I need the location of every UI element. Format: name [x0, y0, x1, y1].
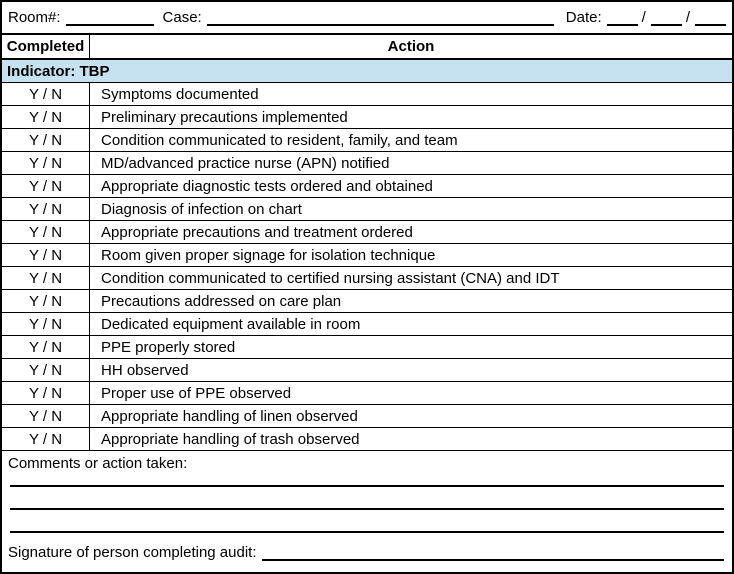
yn-toggle[interactable]: Y / N — [2, 382, 90, 404]
yn-toggle[interactable]: Y / N — [2, 129, 90, 151]
table-body: Y / N Symptoms documented Y / N Preliminary… — [2, 83, 732, 451]
action-label: HH observed — [101, 361, 189, 379]
case-label: Case: — [162, 9, 202, 26]
comment-lines — [2, 475, 732, 533]
action-label: Appropriate diagnostic tests ordered and… — [101, 177, 433, 195]
date-day-line[interactable] — [650, 9, 682, 26]
yn-toggle[interactable]: Y / N — [2, 290, 90, 312]
table-row: Y / N Dedicated equipment available in ro… — [2, 313, 732, 336]
table-row: Y / N Symptoms documented — [2, 83, 732, 106]
yn-toggle[interactable]: Y / N — [2, 83, 90, 105]
table-row: Y / N Appropriate handling of trash obser… — [2, 428, 732, 451]
action-label: Condition communicated to certified nurs… — [101, 269, 560, 287]
table-row: Y / N Room given proper signage for isola… — [2, 244, 732, 267]
yn-toggle[interactable]: Y / N — [2, 175, 90, 197]
yn-toggle[interactable]: Y / N — [2, 221, 90, 243]
room-label: Room#: — [8, 9, 61, 26]
yn-toggle[interactable]: Y / N — [2, 359, 90, 381]
action-label: Preliminary precautions implemented — [101, 108, 348, 126]
table-row: Y / N Preliminary precautions implemented — [2, 106, 732, 129]
comment-line[interactable] — [10, 510, 724, 533]
comment-line[interactable] — [10, 487, 724, 510]
action-label: Precautions addressed on care plan — [101, 292, 342, 310]
action-label: Appropriate handling of trash observed — [101, 430, 360, 448]
comments-section: Comments or action taken: Signature of p… — [2, 451, 732, 572]
yn-toggle[interactable]: Y / N — [2, 106, 90, 128]
table-row: Y / N Precautions addressed on care plan — [2, 290, 732, 313]
table-row: Y / N Diagnosis of infection on chart — [2, 198, 732, 221]
yn-toggle[interactable]: Y / N — [2, 336, 90, 358]
form-header: Room#: Case: Date: / / — [2, 2, 732, 35]
action-label: Proper use of PPE observed — [101, 384, 292, 402]
table-row: Y / N Appropriate diagnostic tests ordere… — [2, 175, 732, 198]
date-separator: / — [641, 9, 646, 26]
table-row: Y / N Condition communicated to certified… — [2, 267, 732, 290]
action-label: Appropriate precautions and treatment or… — [101, 223, 413, 241]
action-label: Dedicated equipment available in room — [101, 315, 361, 333]
table-header-row: Completed Action — [2, 35, 732, 60]
date-year-line[interactable] — [695, 9, 726, 26]
signature-label: Signature of person completing audit: — [8, 544, 257, 561]
action-label: Condition communicated to resident, fami… — [101, 131, 458, 149]
action-label: PPE properly stored — [101, 338, 236, 356]
signature-row: Signature of person completing audit: — [2, 533, 732, 572]
yn-toggle[interactable]: Y / N — [2, 428, 90, 450]
comment-line[interactable] — [10, 475, 724, 487]
date-separator: / — [685, 9, 690, 26]
column-header-action: Action — [387, 38, 435, 55]
table-row: Y / N Proper use of PPE observed — [2, 382, 732, 405]
table-row: Y / N Appropriate precautions and treatme… — [2, 221, 732, 244]
yn-toggle[interactable]: Y / N — [2, 244, 90, 266]
comments-label: Comments or action taken: — [8, 455, 188, 472]
action-label: MD/advanced practice nurse (APN) notifie… — [101, 154, 390, 172]
indicator-label: Indicator: TBP — [7, 62, 110, 80]
yn-toggle[interactable]: Y / N — [2, 198, 90, 220]
case-input-line[interactable] — [206, 9, 554, 26]
table-row: Y / N MD/advanced practice nurse (APN) no… — [2, 152, 732, 175]
action-label: Room given proper signage for isolation … — [101, 246, 436, 264]
yn-toggle[interactable]: Y / N — [2, 405, 90, 427]
room-input-line[interactable] — [65, 9, 154, 26]
date-month-line[interactable] — [606, 9, 638, 26]
table-row: Y / N Appropriate handling of linen obser… — [2, 405, 732, 428]
yn-toggle[interactable]: Y / N — [2, 313, 90, 335]
table-row: Y / N PPE properly stored — [2, 336, 732, 359]
table-row: Y / N Condition communicated to resident,… — [2, 129, 732, 152]
action-label: Diagnosis of infection on chart — [101, 200, 302, 218]
yn-toggle[interactable]: Y / N — [2, 152, 90, 174]
action-label: Symptoms documented — [101, 85, 259, 103]
signature-input-line[interactable] — [261, 544, 724, 561]
yn-toggle[interactable]: Y / N — [2, 267, 90, 289]
action-label: Appropriate handling of linen observed — [101, 407, 358, 425]
column-header-completed: Completed — [2, 35, 90, 58]
indicator-row: Indicator: TBP — [2, 60, 732, 83]
table-row: Y / N HH observed — [2, 359, 732, 382]
date-label: Date: — [565, 9, 602, 26]
